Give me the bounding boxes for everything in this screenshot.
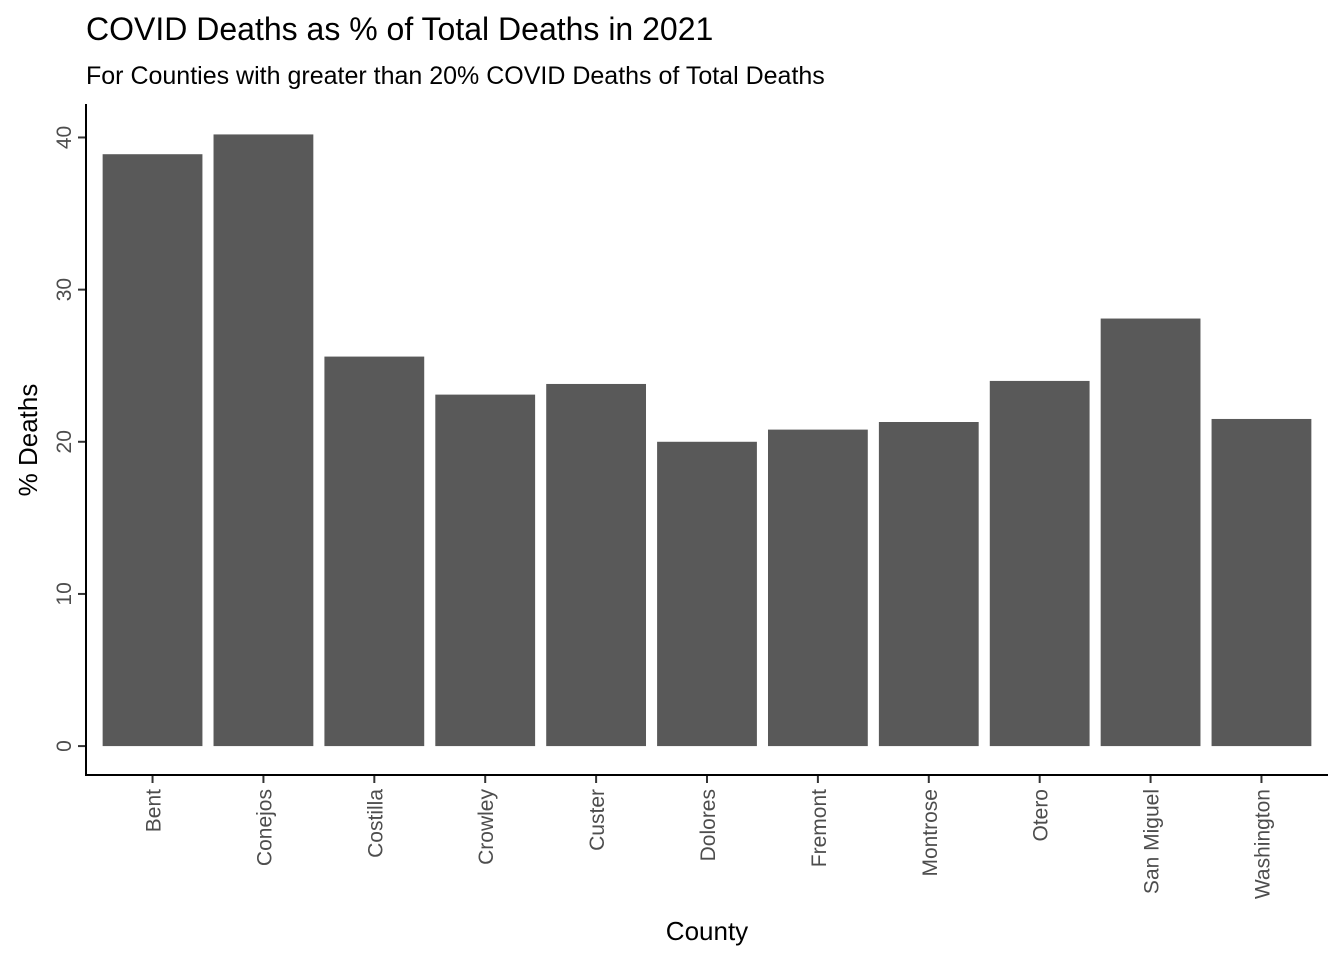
bar-conejos <box>213 134 314 747</box>
bar-dolores <box>657 441 757 747</box>
bar-custer <box>546 383 647 747</box>
x-tick-label: Dolores <box>697 789 720 861</box>
x-tick-label: Conejos <box>253 789 276 866</box>
x-tick-label: Montrose <box>919 789 942 877</box>
y-tick-label: 10 <box>53 582 76 605</box>
y-tick-label: 40 <box>53 126 76 149</box>
y-axis-title: % Deaths <box>13 384 43 497</box>
y-axis-ticks: 0 10 20 30 40 <box>53 126 86 752</box>
x-axis-title: County <box>666 916 748 946</box>
y-tick-label: 20 <box>53 430 76 453</box>
bar-san-miguel <box>1100 318 1201 747</box>
bar-bent <box>102 154 203 747</box>
chart-title: COVID Deaths as % of Total Deaths in 202… <box>86 11 713 47</box>
x-axis-ticks: Bent Conejos Costilla Crowley Custer Dolores F… <box>143 775 1274 899</box>
bar-otero <box>989 380 1090 747</box>
bar-costilla <box>324 356 425 747</box>
x-tick-label: Otero <box>1030 789 1053 842</box>
x-tick-label: Crowley <box>475 789 498 865</box>
y-tick-label: 30 <box>53 278 76 301</box>
bars-group <box>102 134 1312 747</box>
x-tick-label: Fremont <box>808 789 831 867</box>
bar-fremont <box>767 429 868 747</box>
x-tick-label: Custer <box>586 789 609 851</box>
chart-subtitle: For Counties with greater than 20% COVID… <box>86 62 825 90</box>
x-tick-label: Bent <box>143 789 166 832</box>
y-tick-label: 0 <box>53 740 76 752</box>
x-tick-label: Washington <box>1251 789 1274 899</box>
bar-washington <box>1211 418 1312 747</box>
bar-montrose <box>878 422 979 747</box>
x-tick-label: Costilla <box>364 789 387 858</box>
x-tick-label: San Miguel <box>1141 789 1164 894</box>
bar-crowley <box>435 394 536 747</box>
